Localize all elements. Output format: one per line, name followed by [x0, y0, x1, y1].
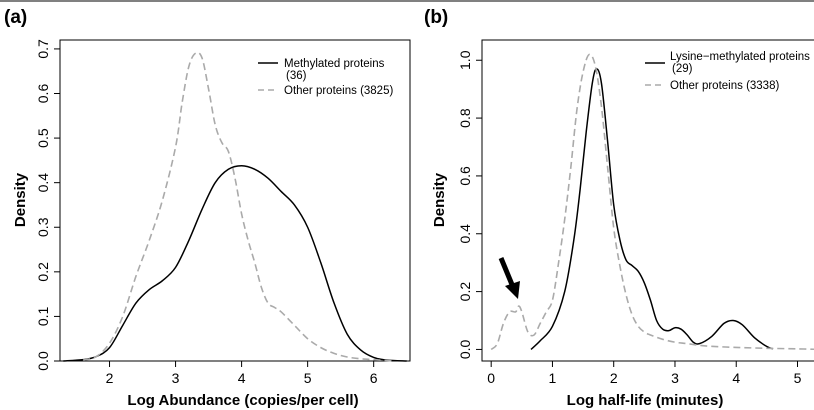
- legend-label-other: Other proteins (3825): [284, 85, 393, 97]
- panel-a-legend: Methylated proteins (36) Other proteins …: [258, 58, 393, 97]
- panel-b-plot-frame: [481, 39, 814, 362]
- panel-b-label: (b): [424, 7, 448, 28]
- panel-b-xtick-label: 5: [794, 370, 802, 386]
- annotation-arrow: [498, 257, 520, 299]
- panel-b-xtick-label: 3: [671, 370, 679, 386]
- panel-b-ticks: 0 1 2 3 4 5 0.0 0.2 0.4 0.6 0.8 1.0: [457, 50, 802, 386]
- panel-a-xtick-label: 4: [238, 370, 246, 386]
- panel-b-ytick-label: 0.4: [457, 224, 473, 244]
- panel-a-xtick-label: 2: [106, 370, 114, 386]
- legend-label-methylated-line1: Methylated proteins: [284, 58, 385, 70]
- panel-a-ticks: 2 3 4 5 6 0.0 0.1 0.2 0.3 0.4 0.5 0.6 0.7: [35, 39, 378, 386]
- panel-b-xlabel: Log half-life (minutes): [567, 392, 724, 409]
- legend-label-other-b: Other proteins (3338): [670, 80, 779, 92]
- panel-a-xtick-label: 5: [304, 370, 312, 386]
- panel-a-series: [63, 51, 407, 362]
- panel-a-ytick-label: 0.0: [35, 351, 51, 371]
- legend-label-lysine-line2: (29): [672, 63, 693, 75]
- panel-a-ytick-label: 0.1: [35, 306, 51, 326]
- legend-label-lysine-line1: Lysine−methylated proteins: [670, 51, 810, 63]
- panel-a-ytick-label: 0.7: [35, 39, 51, 59]
- panel-b-ytick-label: 0.6: [457, 166, 473, 186]
- panel-a-ytick-label: 0.6: [35, 84, 51, 104]
- panel-a-xtick-label: 6: [370, 370, 378, 386]
- panel-b-xtick-label: 0: [487, 370, 495, 386]
- panel-b-xtick-label: 4: [732, 370, 740, 386]
- panel-a-xlabel: Log Abundance (copies/per cell): [127, 392, 358, 409]
- panel-a-ytick-label: 0.4: [35, 173, 51, 193]
- panel-a-ytick-label: 0.2: [35, 262, 51, 282]
- panel-a-ytick-label: 0.3: [35, 217, 51, 237]
- panel-a-label: (a): [4, 7, 27, 28]
- panel-b-xtick-label: 1: [549, 370, 557, 386]
- panel-b-ytick-label: 0.0: [457, 339, 473, 359]
- panel-b-legend: Lysine−methylated proteins (29) Other pr…: [645, 51, 810, 92]
- panel-b: (b) Log half-life (minutes) Density 0 1 2 3…: [424, 7, 814, 409]
- panel-b-series: [490, 53, 814, 351]
- panel-a-ytick-label: 0.5: [35, 128, 51, 148]
- panel-b-ytick-label: 1.0: [457, 50, 473, 70]
- panel-a: (a) Log Abundance (copies/per cell) Dens…: [4, 7, 411, 409]
- legend-label-methylated-line2: (36): [286, 70, 307, 82]
- arrow-shaft: [498, 257, 516, 288]
- arrow-head: [505, 281, 520, 299]
- panel-a-ylabel: Density: [12, 172, 29, 227]
- panel-a-plot-frame: [59, 39, 411, 362]
- panel-a-xtick-label: 3: [172, 370, 180, 386]
- panel-b-ytick-label: 0.8: [457, 108, 473, 128]
- panel-b-xtick-label: 2: [610, 370, 618, 386]
- panel-b-series-methylated-line: [530, 68, 774, 350]
- panel-a-series-other-proteins-line: [82, 51, 394, 362]
- panel-a-series-methylated-line: [63, 164, 407, 362]
- panel-b-ylabel: Density: [431, 172, 448, 227]
- panel-b-ytick-label: 0.2: [457, 282, 473, 302]
- panel-b-series-other-proteins-line: [490, 53, 814, 351]
